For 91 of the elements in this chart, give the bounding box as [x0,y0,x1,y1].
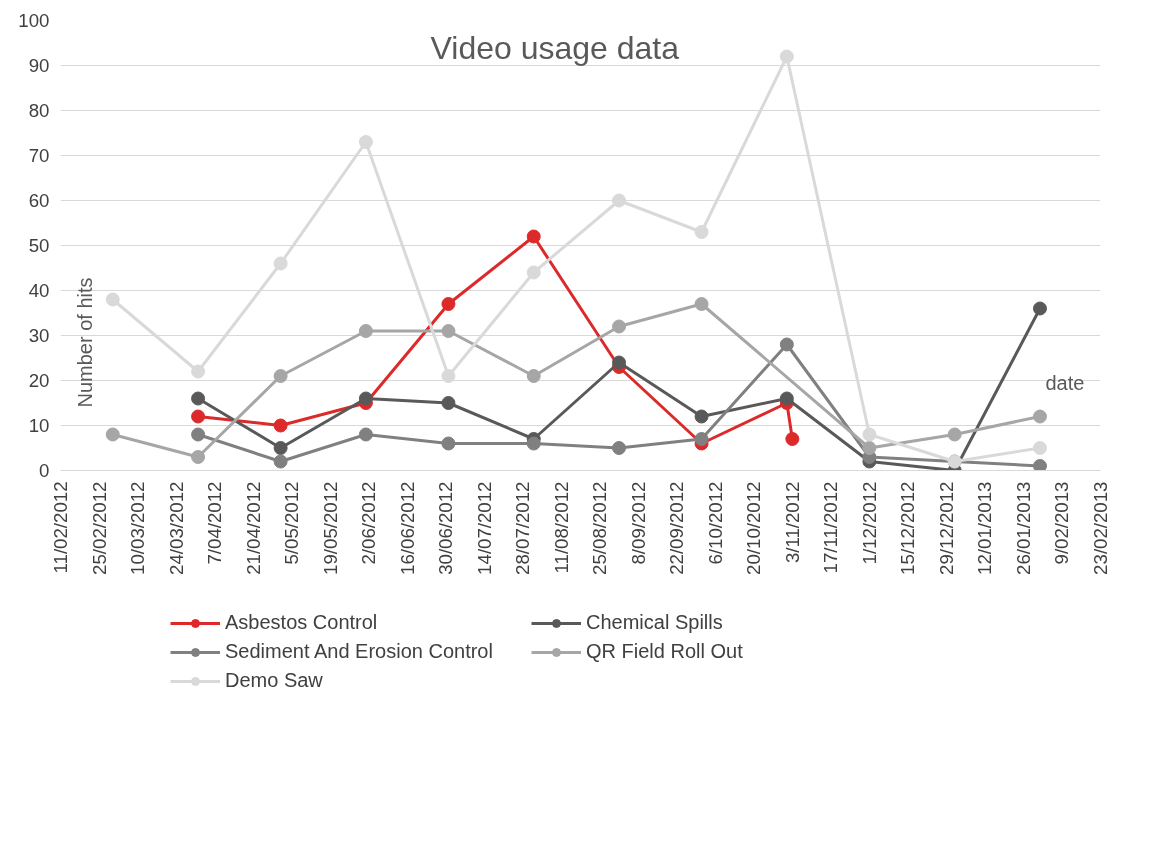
x-tick-label: 28/07/2012 [512,481,534,575]
point [105,427,120,442]
point [441,297,456,311]
point [694,432,709,446]
point [273,418,288,433]
legend-label: Demo Saw [225,669,324,692]
x-tick-label: 14/07/2012 [473,481,495,575]
legend-label: QR Field Roll Out [586,640,744,663]
point [526,369,541,383]
point [105,292,120,307]
point [1032,441,1047,455]
point [358,391,373,406]
x-tick-label: 21/04/2012 [242,481,264,575]
point [694,409,709,424]
point [785,432,800,446]
point [191,427,206,442]
y-tick-label: 20 [28,370,50,391]
x-tick-label: 19/05/2012 [319,481,341,575]
x-tick-label: 3/11/2012 [781,481,803,564]
point [358,324,373,338]
point [779,337,794,352]
point [273,454,288,469]
x-tick-label: 20/10/2012 [743,481,765,575]
x-tick-label: 8/09/2012 [627,481,649,565]
x-tick-label: 12/01/2013 [974,481,996,575]
point [862,427,877,442]
point [358,427,373,442]
x-tick-label: 16/06/2012 [396,481,418,575]
x-axis-title: date [1045,372,1085,394]
point [191,391,206,406]
chart-title: Video usage data [430,29,680,66]
x-tick-label: 29/12/2012 [935,481,957,575]
x-tick-label: 7/04/2012 [204,481,226,565]
x-tick-label: 9/02/2013 [1051,481,1073,565]
y-tick-label: 0 [39,460,50,481]
point [191,409,206,424]
x-tick-label: 23/02/2013 [1090,481,1111,575]
point [1032,409,1047,424]
x-tick-label: 25/08/2012 [589,481,611,575]
y-tick-label: 80 [28,100,50,121]
x-tick-label: 11/02/2012 [50,481,71,574]
point [273,441,288,455]
point [358,135,373,149]
point [526,436,541,451]
point [612,319,627,334]
y-axis-title: Number of hits [73,277,96,408]
point [1032,459,1047,471]
x-tick-label: 1/12/2012 [858,481,880,565]
x-tick-label: 30/06/2012 [435,481,457,575]
x-tick-label: 15/12/2012 [897,481,919,575]
y-tick-label: 90 [28,55,50,76]
y-tick-label: 50 [28,235,50,256]
legend-label: Sediment And Erosion Control [225,640,494,663]
point [947,427,962,442]
point [612,193,627,208]
point [779,49,794,64]
point [1032,301,1047,316]
point [191,364,206,379]
y-tick-label: 60 [28,190,50,211]
point [441,396,456,410]
point [441,436,456,451]
y-tick-label: 40 [28,280,50,301]
x-tick-label: 6/10/2012 [704,481,726,565]
x-tick-label: 10/03/2012 [127,481,149,575]
point [612,355,627,370]
x-tick-label: 24/03/2012 [165,481,187,575]
y-tick-label: 70 [28,145,50,166]
legend-label: Asbestos Control [225,611,379,634]
point [694,225,709,239]
y-tick-label: 30 [28,325,50,346]
point [694,297,709,311]
point [526,229,541,244]
point [191,450,206,464]
x-tick-label: 25/02/2012 [88,481,110,575]
point [441,369,456,383]
y-tick-label: 10 [28,415,50,436]
x-tick-label: 17/11/2012 [820,481,842,574]
point [273,256,288,271]
point [862,441,877,455]
point [273,369,288,383]
y-tick-label: 100 [18,10,50,31]
x-tick-label: 5/05/2012 [281,481,303,565]
x-tick-label: 2/06/2012 [358,481,380,565]
point [441,324,456,338]
point [779,391,794,406]
legend-label: Chemical Spills [586,611,724,634]
x-tick-label: 26/01/2013 [1012,481,1034,575]
point [612,441,627,455]
x-tick-label: 22/09/2012 [666,481,688,575]
point [526,265,541,280]
x-tick-label: 11/08/2012 [550,481,572,574]
